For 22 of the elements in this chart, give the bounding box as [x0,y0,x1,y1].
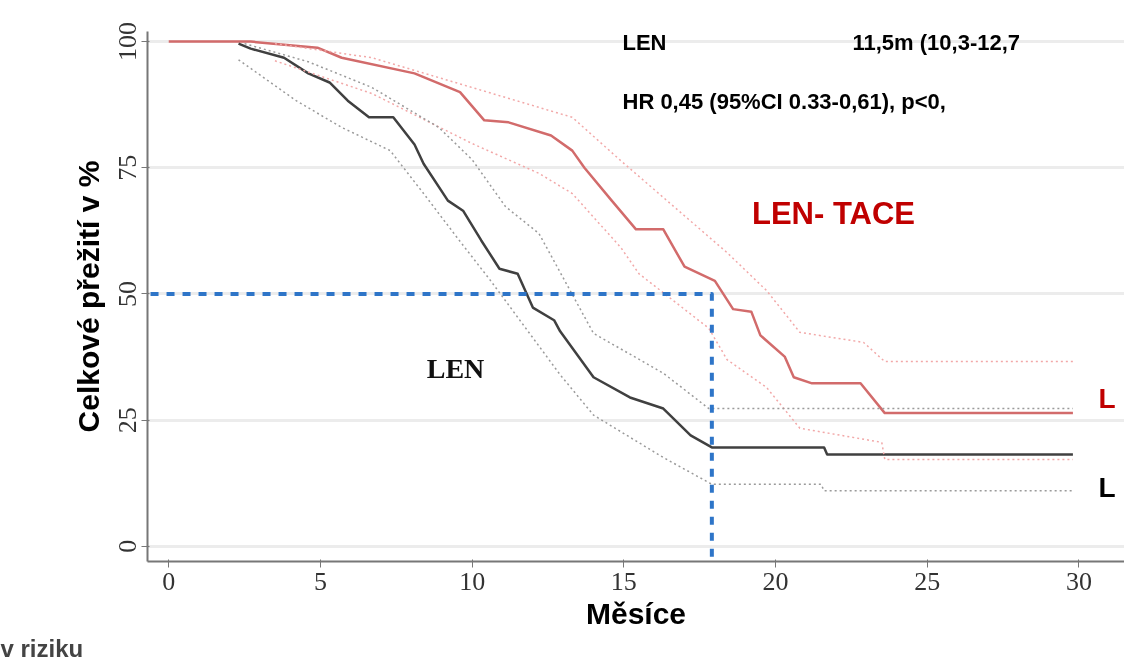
text: v riziku [0,634,84,662]
annotation: LEN [622,30,667,55]
annotation: LEN- TACE [751,196,916,231]
x-tick-label: 30 [1065,566,1092,596]
y-axis-title: Celkové přežití v % [71,160,105,433]
y-tick-label: 100 [113,22,143,62]
annotation: L [1098,472,1116,503]
x-tick-label: 25 [914,566,941,596]
x-tick-label: 5 [313,566,327,596]
x-axis-title: Měsíce [585,596,687,630]
annotation: LEN [426,353,485,384]
annotation: HR 0,45 (95%CI 0.33-0,61), p<0, [622,89,946,114]
y-tick-label: 0 [113,539,143,553]
y-tick-label: 75 [113,154,143,181]
annotation: 11,5m (10,3-12,7 [852,30,1021,55]
annotation: L [1098,383,1116,414]
y-tick-label: 50 [113,280,143,307]
x-tick-label: 15 [610,566,637,596]
x-tick-label: 0 [162,566,176,596]
x-tick-label: 10 [459,566,486,596]
x-tick-label: 20 [762,566,789,596]
y-tick-label: 25 [113,407,143,434]
